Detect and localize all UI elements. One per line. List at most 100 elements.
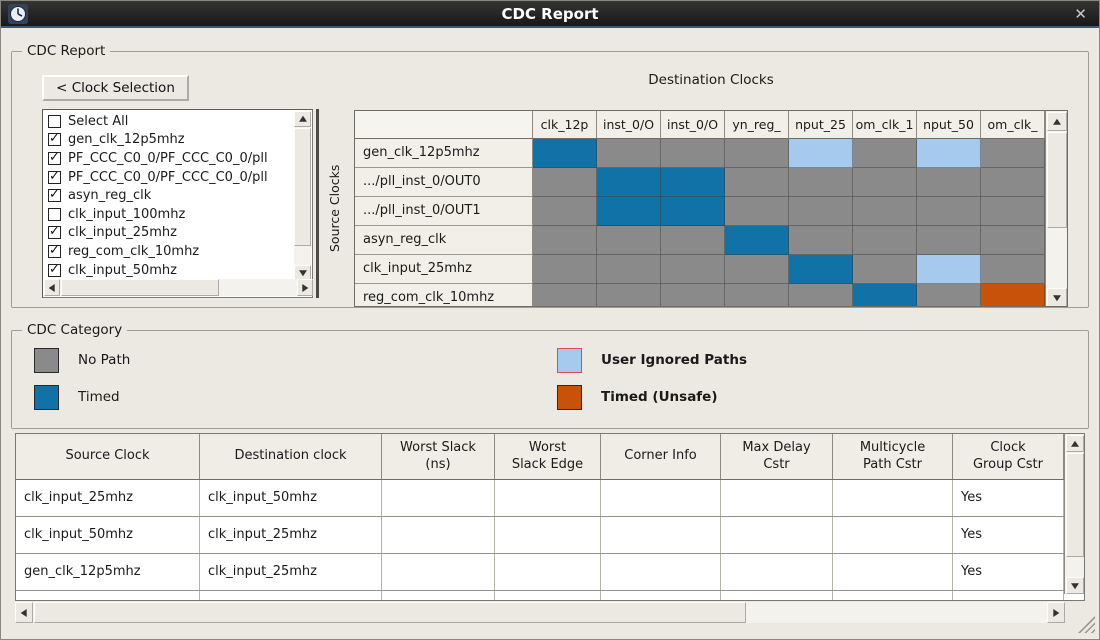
matrix-cell[interactable] (725, 168, 789, 197)
list-item[interactable]: PF_CCC_C0_0/PF_CCC_C0_0/pll (45, 149, 293, 168)
matrix-cell[interactable] (917, 226, 981, 255)
matrix-cell[interactable] (725, 139, 789, 168)
matrix-cell[interactable] (597, 139, 661, 168)
matrix-cell[interactable] (597, 226, 661, 255)
checkbox[interactable] (48, 150, 61, 165)
scroll-left-icon[interactable] (44, 279, 60, 296)
user-ignored-paths-swatch (557, 348, 582, 373)
matrix-cell[interactable] (981, 255, 1045, 284)
matrix-cell[interactable] (917, 284, 981, 306)
matrix-cell[interactable] (661, 168, 725, 197)
close-icon[interactable]: ✕ (1074, 5, 1087, 23)
matrix-cell[interactable] (597, 284, 661, 306)
matrix-cell[interactable] (853, 168, 917, 197)
list-item[interactable]: clk_input_25mhz (45, 224, 293, 243)
matrix-cell[interactable] (725, 255, 789, 284)
scroll-up-icon[interactable] (1047, 112, 1067, 131)
checkbox[interactable] (48, 262, 61, 277)
table-vscrollbar[interactable] (1064, 434, 1084, 594)
matrix-cell[interactable] (789, 139, 853, 168)
matrix-cell[interactable] (661, 197, 725, 226)
scroll-up-icon[interactable] (294, 111, 311, 127)
matrix-cell[interactable] (597, 255, 661, 284)
matrix-cell[interactable] (533, 226, 597, 255)
list-item[interactable]: asyn_reg_clk (45, 186, 293, 205)
matrix-cell[interactable] (917, 139, 981, 168)
scroll-right-icon[interactable] (1047, 602, 1065, 623)
table-row[interactable]: gen_clk_12p5mhz clk_input_50mhz Yes (16, 591, 1084, 600)
matrix-cell[interactable] (725, 284, 789, 306)
matrix-cell[interactable] (981, 168, 1045, 197)
checkbox[interactable] (48, 207, 61, 221)
matrix-cell[interactable] (917, 168, 981, 197)
window-title: CDC Report (501, 5, 599, 23)
matrix-cell[interactable] (661, 284, 725, 306)
matrix-cell[interactable] (853, 226, 917, 255)
clock-selection-button[interactable]: < Clock Selection (42, 75, 189, 101)
scroll-left-icon[interactable] (15, 602, 33, 623)
list-item[interactable]: gen_clk_12p5mhz (45, 131, 293, 150)
table-row[interactable]: gen_clk_12p5mhz clk_input_25mhz Yes (16, 554, 1084, 591)
scrollbar-thumb[interactable] (34, 602, 746, 623)
checkbox[interactable] (48, 114, 61, 128)
matrix-cell[interactable] (789, 255, 853, 284)
matrix-cell[interactable] (789, 168, 853, 197)
table-row[interactable]: clk_input_25mhz clk_input_50mhz Yes (16, 480, 1084, 517)
list-item[interactable]: PF_CCC_C0_0/PF_CCC_C0_0/pll (45, 168, 293, 187)
cell-multicycle-path-cstr (833, 554, 953, 590)
matrix-cell[interactable] (533, 139, 597, 168)
list-item[interactable]: clk_input_50mhz (45, 261, 293, 278)
scroll-up-icon[interactable] (1066, 435, 1084, 452)
source-clocks-label: Source Clocks (327, 164, 342, 253)
checkbox[interactable] (48, 187, 61, 203)
matrix-cell[interactable] (661, 139, 725, 168)
panel-splitter[interactable] (316, 109, 319, 298)
cell-corner-info (601, 554, 721, 590)
scrollbar-thumb[interactable] (1066, 453, 1084, 557)
scrollbar-thumb[interactable] (1047, 132, 1067, 228)
matrix-cell[interactable] (853, 255, 917, 284)
scrollbar-thumb[interactable] (61, 279, 219, 296)
scroll-right-icon[interactable] (297, 279, 313, 296)
matrix-cell[interactable] (597, 197, 661, 226)
table-hscrollbar[interactable] (15, 602, 1065, 623)
matrix-cell[interactable] (853, 139, 917, 168)
matrix-cell[interactable] (533, 255, 597, 284)
matrix-cell[interactable] (981, 284, 1045, 306)
matrix-cell[interactable] (853, 197, 917, 226)
matrix-row-header: clk_input_25mhz (355, 255, 533, 284)
matrix-cell[interactable] (789, 284, 853, 306)
matrix-cell[interactable] (597, 168, 661, 197)
matrix-cell[interactable] (917, 255, 981, 284)
matrix-cell[interactable] (533, 197, 597, 226)
matrix-cell[interactable] (725, 226, 789, 255)
scrollbar-thumb[interactable] (294, 128, 311, 246)
matrix-cell[interactable] (661, 255, 725, 284)
matrix-cell[interactable] (661, 226, 725, 255)
matrix-cell[interactable] (853, 284, 917, 306)
resize-grip-icon[interactable] (1078, 616, 1095, 633)
matrix-cell[interactable] (533, 168, 597, 197)
matrix-cell[interactable] (725, 197, 789, 226)
clock-list-vscrollbar[interactable] (294, 111, 311, 281)
checkbox[interactable] (48, 243, 61, 258)
matrix-cell[interactable] (981, 197, 1045, 226)
checkbox[interactable] (48, 131, 61, 147)
table-row[interactable]: clk_input_50mhz clk_input_25mhz Yes (16, 517, 1084, 554)
matrix-cell[interactable] (789, 226, 853, 255)
checkbox[interactable] (48, 224, 61, 240)
matrix-cell[interactable] (533, 284, 597, 306)
matrix-cell[interactable] (981, 226, 1045, 255)
list-item[interactable]: Select All (45, 112, 293, 131)
list-item[interactable]: reg_com_clk_10mhz (45, 242, 293, 261)
scroll-down-icon[interactable] (1047, 288, 1067, 306)
clock-list-hscrollbar[interactable] (44, 279, 313, 296)
matrix-cell[interactable] (917, 197, 981, 226)
matrix-vscrollbar[interactable] (1045, 111, 1067, 306)
matrix-cell[interactable] (789, 197, 853, 226)
scroll-down-icon[interactable] (1066, 577, 1084, 594)
list-item[interactable]: clk_input_100mhz (45, 205, 293, 224)
checkbox[interactable] (48, 169, 61, 184)
matrix-cell[interactable] (981, 139, 1045, 168)
matrix-row-header: reg_com_clk_10mhz (355, 284, 533, 306)
